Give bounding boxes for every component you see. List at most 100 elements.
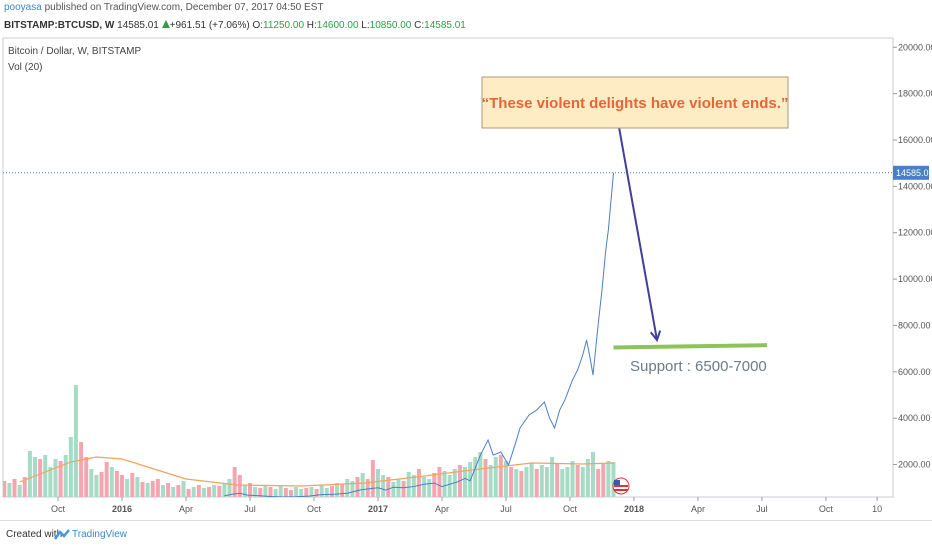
volume-bar bbox=[242, 485, 247, 497]
volume-bar bbox=[32, 457, 37, 497]
volume-bar bbox=[278, 486, 283, 497]
volume-bar bbox=[503, 461, 508, 497]
volume-bar bbox=[38, 459, 43, 497]
volume-bar bbox=[580, 467, 585, 497]
volume-bar bbox=[550, 457, 555, 497]
price: 14585.01 bbox=[117, 20, 159, 31]
volume-bar bbox=[114, 471, 119, 497]
volume-bar bbox=[565, 467, 570, 497]
volume-bar bbox=[463, 467, 468, 497]
volume-bar bbox=[63, 455, 68, 497]
volume-bar bbox=[488, 465, 493, 497]
x-tick-label: Oct bbox=[819, 504, 834, 514]
y-tick-label: 20000.00 bbox=[898, 42, 932, 52]
volume-bar bbox=[109, 467, 114, 497]
volume-bar bbox=[355, 477, 360, 497]
volume-bar bbox=[84, 457, 89, 497]
chart-title: Bitcoin / Dollar, W, BITSTAMP bbox=[8, 46, 142, 57]
volume-bar bbox=[135, 477, 140, 497]
volume-bar bbox=[386, 477, 391, 497]
volume-bar bbox=[53, 459, 58, 497]
volume-bar bbox=[447, 475, 452, 497]
volume-bar bbox=[575, 465, 580, 497]
x-tick-label: Apr bbox=[691, 504, 705, 514]
y-tick-label: 16000.00 bbox=[898, 135, 932, 145]
y-tick-label: 4000.00 bbox=[898, 413, 931, 423]
brand[interactable]: TradingView bbox=[72, 529, 128, 540]
volume-bar bbox=[406, 472, 411, 497]
volume-bar bbox=[514, 469, 519, 497]
volume-bar bbox=[365, 479, 370, 497]
volume-bar bbox=[350, 481, 355, 497]
ohlc-key: L: bbox=[361, 20, 370, 31]
volume-bar bbox=[130, 473, 135, 497]
volume-bar bbox=[519, 471, 524, 497]
volume-bar bbox=[268, 487, 273, 497]
volume-bar bbox=[125, 479, 130, 497]
y-tick-label: 14000.00 bbox=[898, 181, 932, 191]
volume-bar bbox=[340, 484, 345, 497]
volume-bar bbox=[43, 455, 48, 497]
x-tick-label: Jul bbox=[756, 504, 768, 514]
symbol-line: BITSTAMP:BTCUSD, W 14585.01 +961.51 (+7.… bbox=[4, 20, 466, 31]
volume-bar bbox=[12, 479, 17, 497]
volume-bar bbox=[155, 479, 160, 497]
up-triangle bbox=[161, 20, 170, 28]
volume-bar bbox=[304, 488, 309, 497]
logo bbox=[54, 529, 70, 540]
volume-bar bbox=[248, 483, 253, 497]
ohlc-value: 14600.00 bbox=[316, 20, 359, 31]
volume-bar bbox=[196, 485, 201, 497]
volume-bar bbox=[27, 451, 32, 497]
support-label: Support : 6500-7000 bbox=[630, 358, 767, 375]
volume-bar bbox=[478, 452, 483, 497]
flag-icon bbox=[612, 477, 630, 495]
volume-bar bbox=[94, 475, 99, 497]
volume-bar bbox=[442, 471, 447, 497]
volume-bar bbox=[534, 469, 539, 497]
callout-text: “These violent delights have violent end… bbox=[482, 95, 789, 112]
volume-bar bbox=[329, 486, 334, 497]
arrow bbox=[617, 124, 658, 341]
volume-bar bbox=[207, 487, 212, 497]
volume-bar bbox=[396, 479, 401, 497]
volume-bar bbox=[299, 489, 304, 497]
support-line bbox=[613, 343, 768, 350]
volume-bar bbox=[166, 483, 171, 497]
publish-line: pooyasa published on TradingView.com, De… bbox=[4, 2, 323, 13]
volume-bar bbox=[201, 488, 206, 497]
volume-bar bbox=[99, 472, 104, 497]
y-tick-label: 18000.00 bbox=[898, 89, 932, 99]
volume-bar bbox=[186, 489, 191, 497]
volume-bar bbox=[140, 482, 145, 497]
volume-bar bbox=[309, 487, 314, 497]
volume-bar bbox=[253, 487, 258, 497]
ohlc-value: 11250.00 bbox=[263, 20, 305, 31]
volume-bar bbox=[596, 469, 601, 497]
y-tick-label: 8000.00 bbox=[898, 320, 931, 330]
volume-bar bbox=[391, 482, 396, 497]
x-tick-label: Apr bbox=[435, 504, 449, 514]
volume-bar bbox=[411, 475, 416, 497]
volume-bar bbox=[171, 487, 176, 497]
volume-ma bbox=[19, 456, 614, 487]
volume-bar bbox=[483, 459, 488, 497]
volume-bar bbox=[79, 442, 84, 497]
last-price-box bbox=[893, 165, 929, 180]
x-tick-label: 10 bbox=[872, 504, 882, 514]
volume-bar bbox=[68, 437, 73, 497]
volume-bar bbox=[294, 487, 299, 497]
volume-bar bbox=[427, 479, 432, 497]
y-tick-label: 6000.00 bbox=[898, 367, 931, 377]
y-tick-label: 12000.00 bbox=[898, 228, 932, 238]
volume-bar bbox=[509, 467, 514, 497]
volume-bar bbox=[381, 475, 386, 497]
volume-bar bbox=[17, 485, 22, 497]
volume-bar bbox=[263, 485, 268, 497]
volume-bar bbox=[48, 467, 53, 497]
author[interactable]: pooyasa bbox=[4, 2, 42, 13]
y-tick-label: 10000.00 bbox=[898, 274, 932, 284]
volume-bar bbox=[212, 485, 217, 497]
volume-bar bbox=[3, 481, 7, 497]
